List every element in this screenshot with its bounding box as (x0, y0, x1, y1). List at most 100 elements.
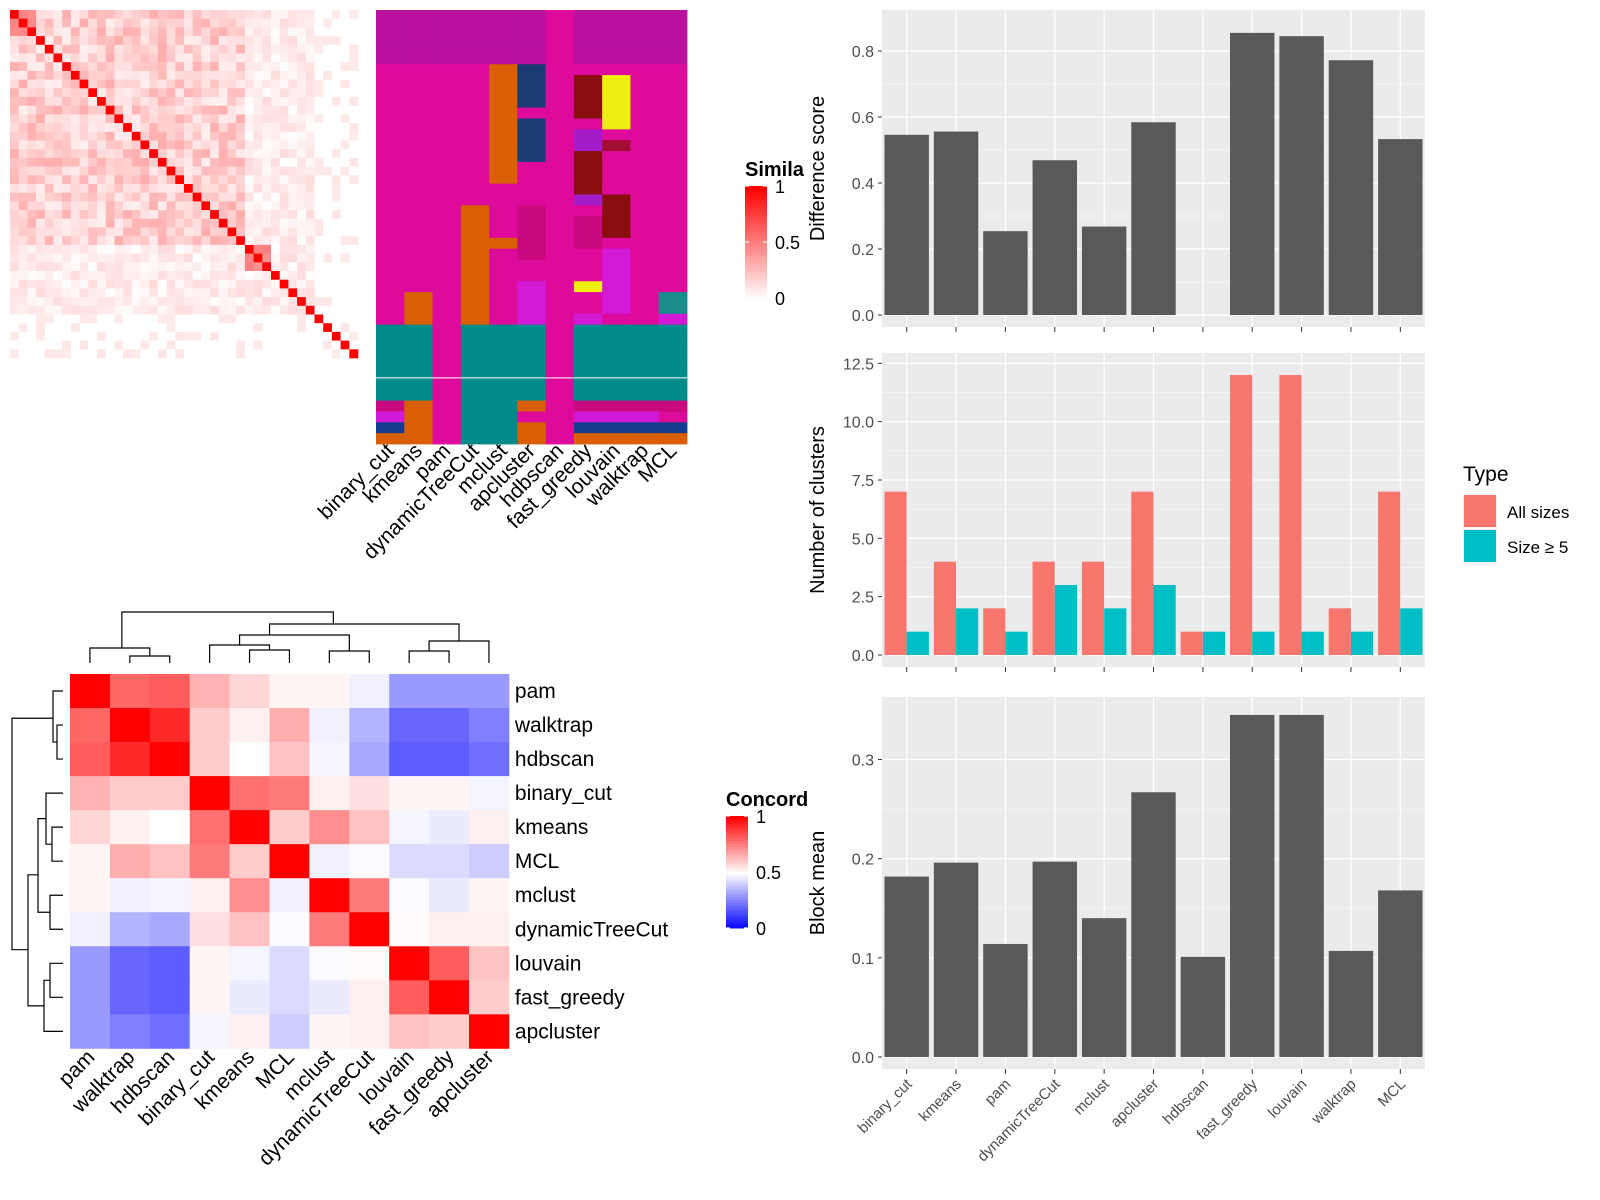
similarity-cell (70, 88, 80, 98)
concordance-cell (269, 980, 310, 1015)
concordance-cell (429, 708, 470, 743)
similarity-cell (323, 323, 333, 333)
similarity-cell (340, 323, 350, 333)
similarity-cell (244, 210, 254, 220)
similarity-cell (18, 314, 28, 324)
similarity-cell (192, 297, 202, 307)
similarity-cell (175, 166, 185, 176)
similarity-legend-swatch (745, 214, 767, 218)
similarity-cell (210, 227, 220, 237)
similarity-cell (18, 349, 28, 359)
similarity-cell (331, 305, 341, 315)
cluster-cell (602, 302, 631, 315)
similarity-cell (166, 236, 176, 246)
similarity-cell (218, 210, 228, 220)
concordance-cell (149, 878, 191, 913)
similarity-cell (157, 305, 167, 315)
similarity-cell (114, 44, 124, 54)
cluster-cell (404, 324, 433, 336)
concordance-cell (429, 776, 470, 811)
similarity-cell (201, 18, 211, 28)
similarity-cell (62, 97, 72, 106)
concordance-cell (469, 912, 510, 947)
similarity-cell (36, 18, 46, 28)
cluster-cell (602, 259, 631, 271)
similarity-cell (279, 192, 289, 202)
similarity-cell (253, 323, 263, 333)
similarity-cell (297, 166, 307, 176)
similarity-cell (149, 192, 159, 202)
cluster-cell (630, 118, 660, 130)
similarity-cell (227, 166, 237, 176)
similarity-cell (62, 18, 72, 28)
similarity-cell (227, 305, 237, 315)
similarity-cell (244, 175, 254, 185)
similarity-cell (279, 218, 289, 228)
similarity-cell (149, 157, 159, 167)
similarity-cell (105, 18, 115, 28)
column-dendrogram-branch (121, 611, 334, 648)
similarity-cell (210, 305, 220, 315)
cluster-cell (658, 96, 688, 109)
cluster-cell (489, 248, 518, 260)
similarity-cell (349, 123, 359, 133)
similarity-cell (323, 70, 333, 80)
similarity-cell (123, 279, 133, 289)
similarity-cell (227, 131, 237, 141)
similarity-cell (175, 157, 185, 167)
similarity-cell (149, 271, 159, 280)
concordance-row-label: dynamicTreeCut (515, 918, 668, 941)
similarity-cell (157, 70, 167, 80)
similarity-cell (253, 340, 263, 350)
similarity-cell (105, 114, 115, 124)
similarity-cell (157, 227, 167, 237)
cluster-cell (432, 140, 462, 152)
cluster-cell (602, 335, 631, 347)
similarity-cell (184, 288, 193, 298)
similarity-cell (105, 140, 115, 150)
similarity-cell (201, 305, 211, 315)
similarity-legend-swatch (745, 202, 767, 207)
similarity-cell (288, 297, 298, 307)
similarity-cell (140, 279, 150, 289)
similarity-cell (18, 131, 28, 141)
bar (884, 876, 929, 1057)
similarity-cell (314, 184, 324, 193)
similarity-cell (62, 288, 72, 298)
similarity-cell (97, 210, 106, 220)
similarity-cell (331, 97, 341, 106)
cluster-cell (489, 216, 518, 228)
similarity-cell (36, 244, 46, 254)
similarity-cell (88, 253, 98, 263)
similarity-cell (288, 123, 298, 133)
similarity-cell (192, 36, 202, 46)
similarity-cell (184, 279, 193, 289)
similarity-cell (184, 340, 193, 350)
similarity-cell (114, 149, 124, 159)
similarity-cell (331, 218, 341, 228)
similarity-cell (184, 227, 193, 237)
similarity-cell (340, 340, 350, 350)
cluster-cell (432, 400, 462, 412)
similarity-cell (105, 97, 115, 106)
cluster-cell (432, 31, 462, 43)
similarity-cell (70, 53, 80, 63)
similarity-cell (184, 314, 193, 324)
similarity-cell (279, 244, 289, 254)
cluster-cell (376, 422, 405, 434)
concordance-cell (429, 878, 470, 913)
similarity-cell (53, 349, 63, 359)
similarity-cell (262, 244, 272, 254)
similarity-cell (27, 279, 37, 289)
cluster-cell (489, 172, 518, 184)
similarity-legend-label: 0.5 (775, 233, 800, 253)
similarity-cell (314, 44, 324, 54)
cluster-cell (545, 313, 575, 326)
cluster-cell (460, 96, 490, 109)
cluster-cell (432, 129, 462, 141)
similarity-cell (201, 331, 211, 341)
cluster-cell (517, 292, 547, 304)
column-dendrogram-branch (238, 634, 350, 651)
column-dendrogram-branch (248, 649, 291, 663)
similarity-cell (184, 271, 193, 280)
